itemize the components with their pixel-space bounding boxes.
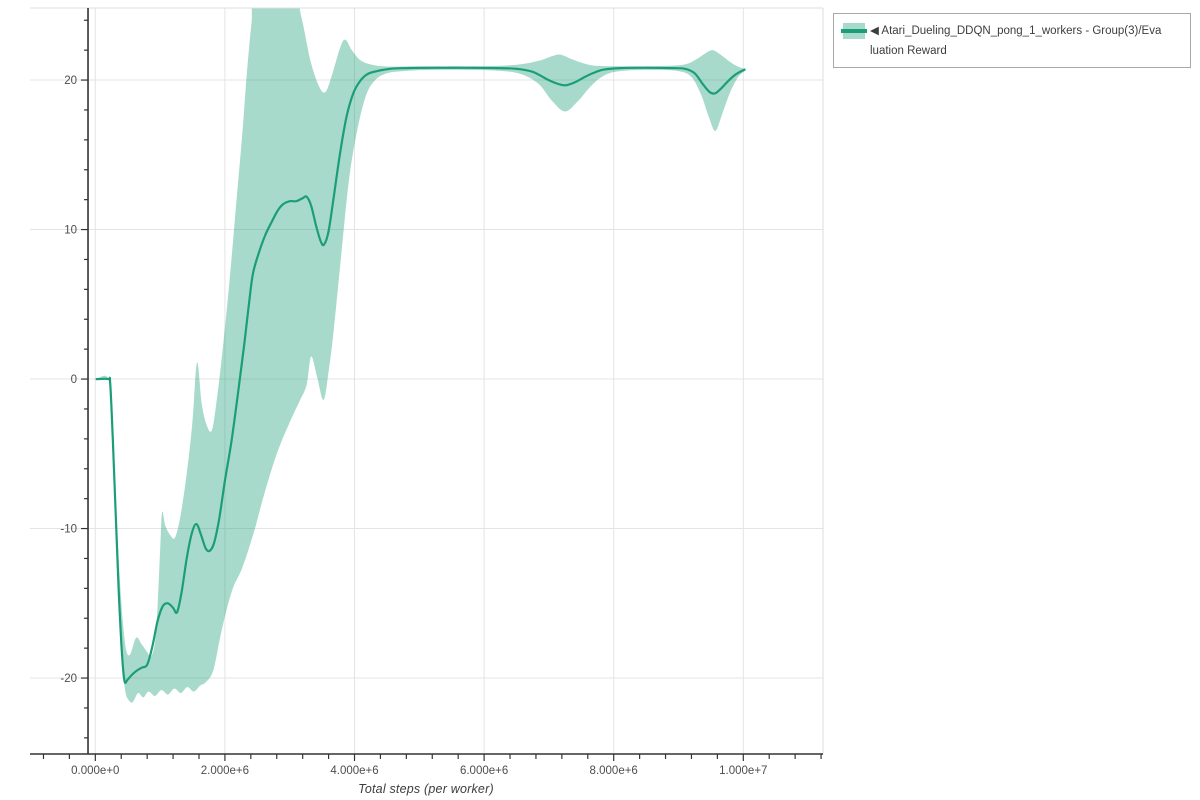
plot-frame xyxy=(30,7,824,754)
x-tick-label: 4.000e+6 xyxy=(330,765,378,777)
legend: ◀ Atari_Dueling_DDQN_pong_1_workers - Gr… xyxy=(833,13,1191,68)
legend-line-swatch xyxy=(841,29,867,33)
legend-label-line1: ◀ Atari_Dueling_DDQN_pong_1_workers - Gr… xyxy=(870,25,1162,37)
y-tick-label: 10 xyxy=(64,225,77,237)
y-tick-label: -10 xyxy=(60,524,77,536)
y-tick-label: 0 xyxy=(71,374,77,386)
legend-label: ◀ Atari_Dueling_DDQN_pong_1_workers - Gr… xyxy=(870,21,1161,61)
x-axis-title: Total steps (per worker) xyxy=(358,782,494,796)
legend-band-swatch xyxy=(841,23,867,39)
legend-item[interactable]: ◀ Atari_Dueling_DDQN_pong_1_workers - Gr… xyxy=(841,21,1181,61)
legend-label-line2: luation Reward xyxy=(870,45,947,57)
y-tick-label: -20 xyxy=(60,673,77,685)
y-tick-label: 20 xyxy=(64,75,77,87)
x-tick-label: 2.000e+6 xyxy=(201,765,249,777)
mean-line xyxy=(95,66,746,684)
x-tick-label: 0.000e+0 xyxy=(71,765,119,777)
x-tick-label: 8.000e+6 xyxy=(590,765,638,777)
axes xyxy=(30,8,823,761)
confidence-band xyxy=(96,8,745,703)
gridlines xyxy=(30,8,823,754)
x-tick-label: 6.000e+6 xyxy=(460,765,508,777)
tick-labels: 0.000e+0 2.000e+6 4.000e+6 6.000e+6 8.000e+6… xyxy=(60,75,767,777)
x-tick-label: 1.000e+7 xyxy=(719,765,767,777)
